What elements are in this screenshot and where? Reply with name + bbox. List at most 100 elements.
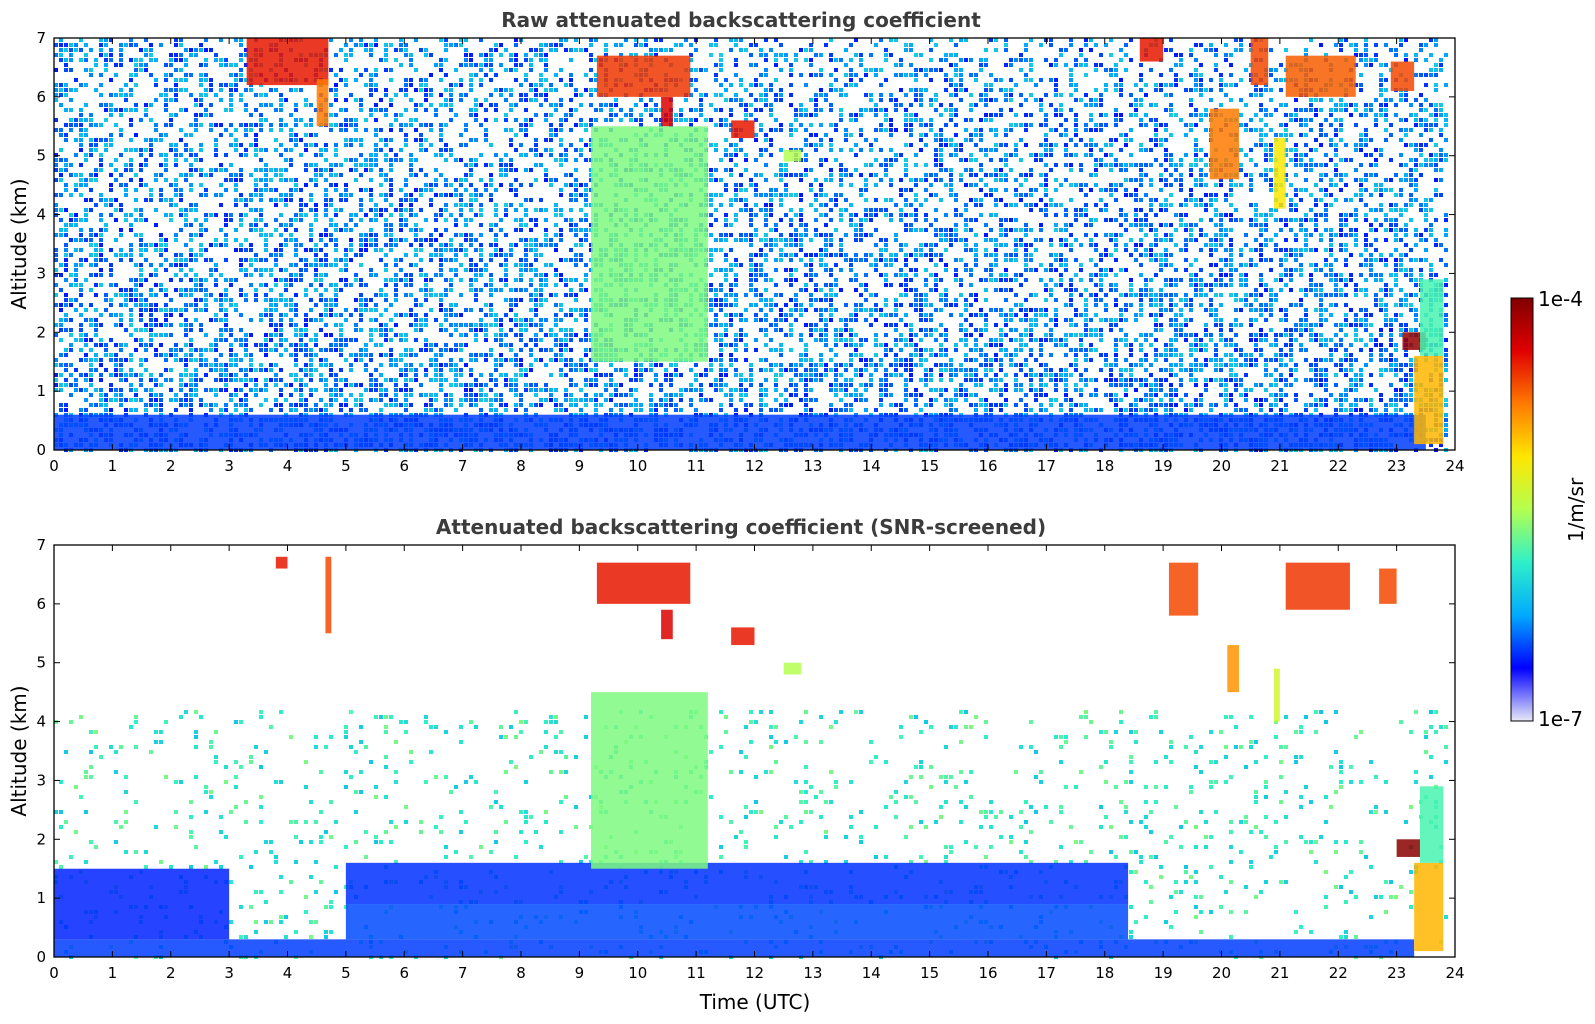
x-tick-label: 21 <box>1270 964 1289 982</box>
y-tick-label: 7 <box>36 29 46 47</box>
x-tick-label: 17 <box>1037 457 1056 475</box>
signal-region <box>591 126 708 361</box>
panel-title: Attenuated backscattering coefficient (S… <box>436 515 1046 539</box>
x-tick-label: 6 <box>399 964 409 982</box>
x-tick-label: 3 <box>224 964 234 982</box>
x-tick-label: 17 <box>1037 964 1056 982</box>
x-tick-label: 4 <box>283 964 293 982</box>
y-tick-label: 6 <box>36 88 46 106</box>
signal-region <box>54 939 1414 957</box>
signal-region <box>1274 669 1280 722</box>
signal-region <box>325 557 331 634</box>
x-tick-label: 19 <box>1154 964 1173 982</box>
signal-region <box>784 663 802 675</box>
x-tick-label: 2 <box>166 964 176 982</box>
y-tick-label: 5 <box>36 654 46 672</box>
x-tick-label: 4 <box>283 457 293 475</box>
x-tick-label: 5 <box>341 457 351 475</box>
x-tick-label: 2 <box>166 457 176 475</box>
x-axis-label: Time (UTC) <box>699 990 811 1014</box>
x-tick-label: 14 <box>862 457 881 475</box>
x-tick-label: 24 <box>1445 964 1464 982</box>
x-tick-label: 9 <box>575 964 585 982</box>
y-tick-label: 7 <box>36 536 46 554</box>
heatmap-area <box>54 38 1448 452</box>
raw-backscatter-panel: Raw attenuated backscattering coefficien… <box>7 8 1465 475</box>
y-tick-label: 4 <box>36 206 46 224</box>
x-tick-label: 12 <box>745 964 764 982</box>
y-tick-label: 2 <box>36 830 46 848</box>
panel-title: Raw attenuated backscattering coefficien… <box>501 8 981 32</box>
signal-region <box>1227 645 1239 692</box>
signal-region <box>1420 279 1443 356</box>
x-tick-label: 20 <box>1212 964 1231 982</box>
signal-region <box>276 557 288 569</box>
signal-region <box>1286 563 1350 610</box>
x-tick-label: 15 <box>920 964 939 982</box>
signal-region <box>1414 356 1443 444</box>
x-tick-label: 7 <box>458 964 468 982</box>
signal-region <box>54 415 1426 450</box>
signal-region <box>731 120 754 138</box>
x-tick-label: 16 <box>978 457 997 475</box>
colorbar: 1e-4 1e-7 1/m/sr <box>1511 287 1588 731</box>
x-tick-label: 1 <box>108 964 118 982</box>
x-tick-label: 18 <box>1095 964 1114 982</box>
y-tick-label: 2 <box>36 323 46 341</box>
x-tick-label: 19 <box>1154 457 1173 475</box>
x-tick-label: 3 <box>224 457 234 475</box>
signal-region <box>54 869 229 940</box>
heatmap-area <box>54 557 1448 959</box>
x-tick-label: 0 <box>49 457 59 475</box>
y-tick-label: 5 <box>36 147 46 165</box>
colorbar-unit-label: 1/m/sr <box>1564 477 1588 542</box>
y-tick-label: 4 <box>36 713 46 731</box>
x-tick-label: 14 <box>862 964 881 982</box>
signal-region <box>346 863 1128 904</box>
screened-backscatter-panel: Attenuated backscattering coefficient (S… <box>7 515 1465 1014</box>
signal-region <box>1169 563 1198 616</box>
y-axis-label: Altitude (km) <box>7 178 31 309</box>
x-tick-label: 22 <box>1329 457 1348 475</box>
signal-region <box>784 150 802 162</box>
x-tick-label: 13 <box>803 964 822 982</box>
signal-region <box>1251 38 1269 85</box>
x-tick-label: 16 <box>978 964 997 982</box>
x-tick-label: 24 <box>1445 457 1464 475</box>
colorbar-min-label: 1e-7 <box>1538 707 1583 731</box>
y-axis-label: Altitude (km) <box>7 685 31 816</box>
y-tick-label: 0 <box>36 441 46 459</box>
signal-region <box>597 56 690 97</box>
x-tick-label: 10 <box>628 964 647 982</box>
x-tick-label: 10 <box>628 457 647 475</box>
y-tick-label: 1 <box>36 889 46 907</box>
signal-region <box>317 79 329 126</box>
x-tick-label: 20 <box>1212 457 1231 475</box>
x-tick-label: 9 <box>575 457 585 475</box>
colorbar-ramp <box>1511 298 1533 721</box>
signal-region <box>597 563 690 604</box>
y-tick-label: 6 <box>36 595 46 613</box>
noise-field <box>54 38 1448 452</box>
x-tick-label: 23 <box>1387 457 1406 475</box>
x-tick-label: 15 <box>920 457 939 475</box>
x-tick-label: 12 <box>745 457 764 475</box>
signal-region <box>1140 38 1163 62</box>
x-tick-label: 7 <box>458 457 468 475</box>
x-tick-label: 11 <box>687 964 706 982</box>
signal-region <box>1414 863 1443 951</box>
y-tick-label: 1 <box>36 382 46 400</box>
y-tick-label: 3 <box>36 771 46 789</box>
signal-region <box>661 610 673 639</box>
signal-region <box>661 97 673 126</box>
signal-region <box>1274 138 1286 209</box>
x-tick-label: 22 <box>1329 964 1348 982</box>
y-tick-label: 0 <box>36 948 46 966</box>
x-tick-label: 1 <box>108 457 118 475</box>
x-tick-label: 8 <box>516 964 526 982</box>
signal-region <box>1420 786 1443 863</box>
x-tick-label: 5 <box>341 964 351 982</box>
signal-region <box>731 627 754 645</box>
x-tick-label: 13 <box>803 457 822 475</box>
